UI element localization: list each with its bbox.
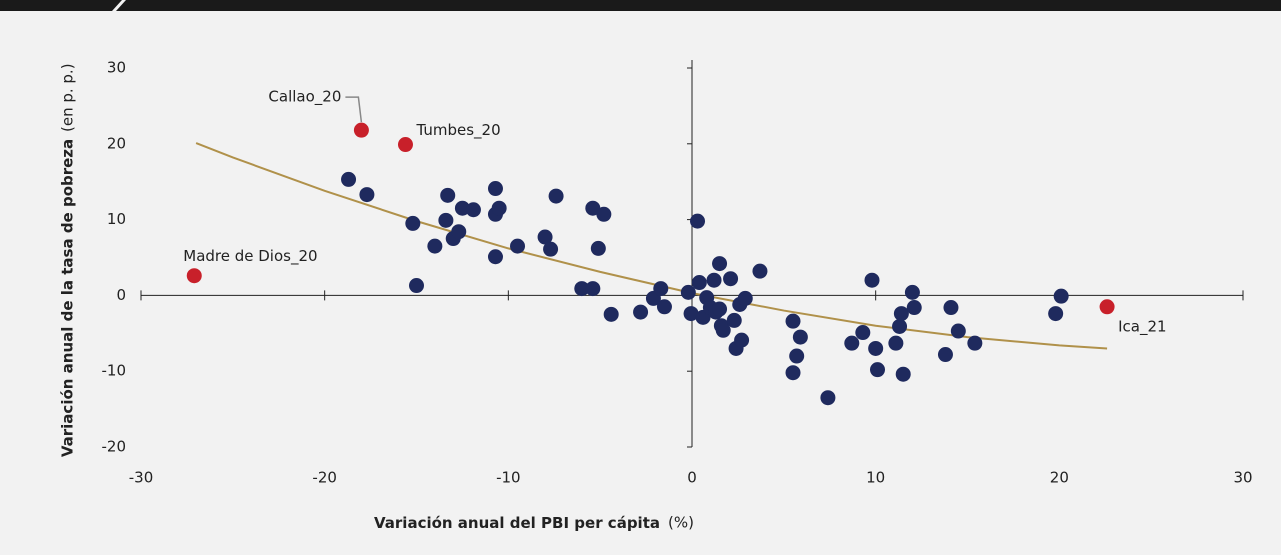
data-point <box>510 238 526 254</box>
x-axis-title: Variación anual del PBI per cápita <box>374 514 660 532</box>
data-point <box>596 206 612 222</box>
data-point <box>855 325 871 341</box>
highlighted-point <box>186 268 202 284</box>
y-axis-title: Variación anual de la tasa de pobreza (e… <box>59 63 77 457</box>
point-label: Ica_21 <box>1118 317 1166 336</box>
data-point <box>451 224 467 240</box>
y-tick-label: 30 <box>107 59 126 77</box>
data-point <box>653 281 669 297</box>
data-point <box>487 249 503 265</box>
data-point <box>785 365 801 381</box>
y-tick-label: 10 <box>107 210 126 228</box>
data-point <box>405 215 421 231</box>
point-label: Callao_20 <box>268 88 341 107</box>
data-point <box>737 290 753 306</box>
x-tick-label: 20 <box>1050 469 1069 487</box>
data-point <box>454 200 470 216</box>
data-point <box>691 275 707 291</box>
highlighted-point <box>397 137 413 153</box>
y-tick-label: 20 <box>107 134 126 152</box>
data-point <box>656 299 672 315</box>
data-point <box>752 263 768 279</box>
data-point <box>906 300 922 316</box>
data-point <box>734 332 750 348</box>
data-point <box>868 340 884 356</box>
data-point <box>820 390 836 406</box>
top-bar <box>0 0 1281 11</box>
data-point <box>870 362 886 378</box>
data-point <box>603 306 619 322</box>
y-tick-label: 0 <box>116 286 126 304</box>
data-point <box>888 335 904 351</box>
data-point <box>712 256 728 272</box>
data-point <box>844 335 860 351</box>
data-point <box>438 212 454 228</box>
data-point <box>465 202 481 218</box>
data-point <box>723 271 739 287</box>
x-tick-label: 10 <box>866 469 885 487</box>
x-tick-label: -20 <box>312 469 337 487</box>
highlighted-point <box>353 122 369 138</box>
data-point <box>706 272 722 288</box>
y-axis-unit: (en p. p.) <box>59 63 77 132</box>
y-tick-label: -20 <box>102 438 127 456</box>
data-point <box>895 366 911 382</box>
data-point <box>792 329 808 345</box>
data-point <box>440 187 456 203</box>
data-point <box>943 300 959 316</box>
data-point <box>427 238 443 254</box>
data-point <box>892 318 908 334</box>
trend-line <box>195 142 1108 350</box>
data-point <box>726 312 742 328</box>
leader-line <box>345 96 363 123</box>
data-point <box>543 241 559 257</box>
data-point <box>950 323 966 339</box>
data-point <box>1053 288 1069 304</box>
data-point <box>633 304 649 320</box>
data-point <box>1048 306 1064 322</box>
point-label: Madre de Dios_20 <box>183 247 317 266</box>
x-axis-label: Variación anual del PBI per cápita <box>374 514 660 532</box>
data-point <box>487 181 503 197</box>
data-point <box>491 200 507 216</box>
data-point <box>715 322 731 338</box>
y-axis-label: Variación anual de la tasa de pobreza <box>59 139 77 457</box>
point-label: Tumbes_20 <box>415 121 500 140</box>
data-point <box>341 171 357 187</box>
data-point <box>789 348 805 364</box>
data-point <box>893 306 909 322</box>
data-point <box>548 188 564 204</box>
x-tick-label: 0 <box>687 469 697 487</box>
data-point <box>537 229 553 245</box>
data-point <box>967 335 983 351</box>
data-point <box>590 240 606 256</box>
data-point <box>785 313 801 329</box>
top-bar-notch <box>112 0 126 11</box>
x-tick-label: -30 <box>129 469 154 487</box>
data-point <box>864 272 880 288</box>
data-point <box>680 284 696 300</box>
data-point <box>585 200 601 216</box>
data-point <box>574 281 590 297</box>
data-point <box>690 213 706 229</box>
x-tick-label: -10 <box>496 469 521 487</box>
x-axis-unit: (%) <box>668 514 694 532</box>
highlighted-point <box>1099 299 1115 315</box>
data-point <box>359 187 375 203</box>
data-point <box>904 284 920 300</box>
y-tick-label: -10 <box>102 362 127 380</box>
data-point <box>409 278 424 294</box>
data-point <box>683 306 699 322</box>
data-point <box>937 347 953 363</box>
data-point <box>712 301 728 317</box>
data-point <box>585 281 601 297</box>
x-tick-label: 30 <box>1233 469 1252 487</box>
